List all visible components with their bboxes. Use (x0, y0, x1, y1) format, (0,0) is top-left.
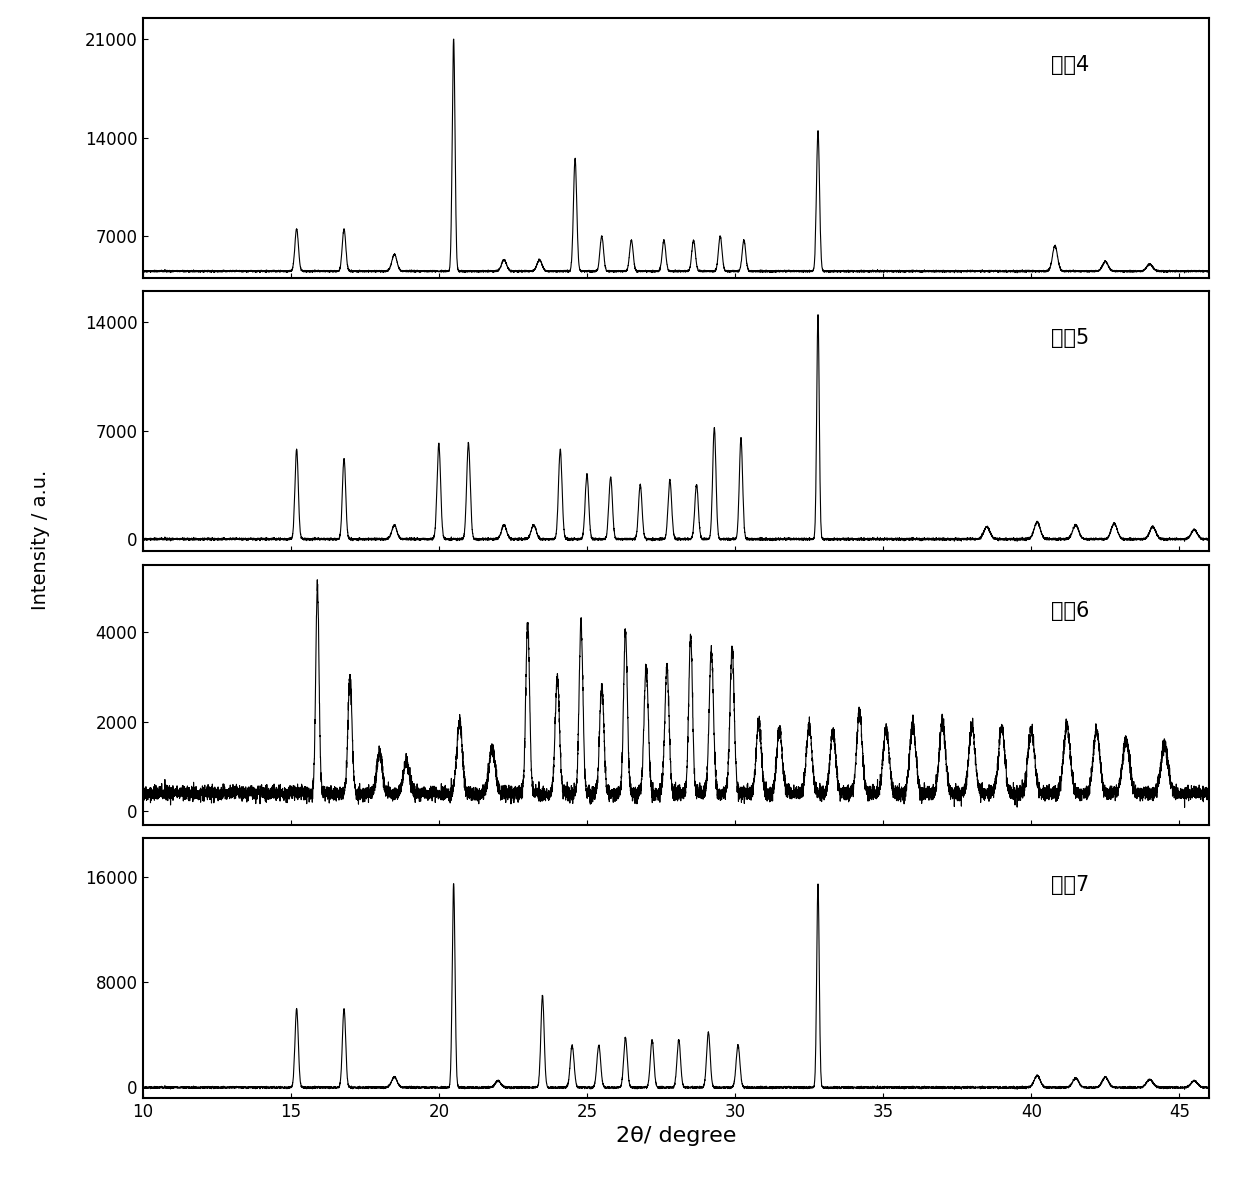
Text: 实䕣6: 实䕣6 (1052, 601, 1090, 622)
Text: Intensity / a.u.: Intensity / a.u. (31, 470, 50, 610)
Text: 实䕣4: 实䕣4 (1052, 55, 1090, 74)
Text: 实䕣5: 实䕣5 (1052, 328, 1090, 348)
Text: 实䕣7: 实䕣7 (1052, 875, 1090, 895)
X-axis label: 2θ/ degree: 2θ/ degree (615, 1127, 737, 1146)
